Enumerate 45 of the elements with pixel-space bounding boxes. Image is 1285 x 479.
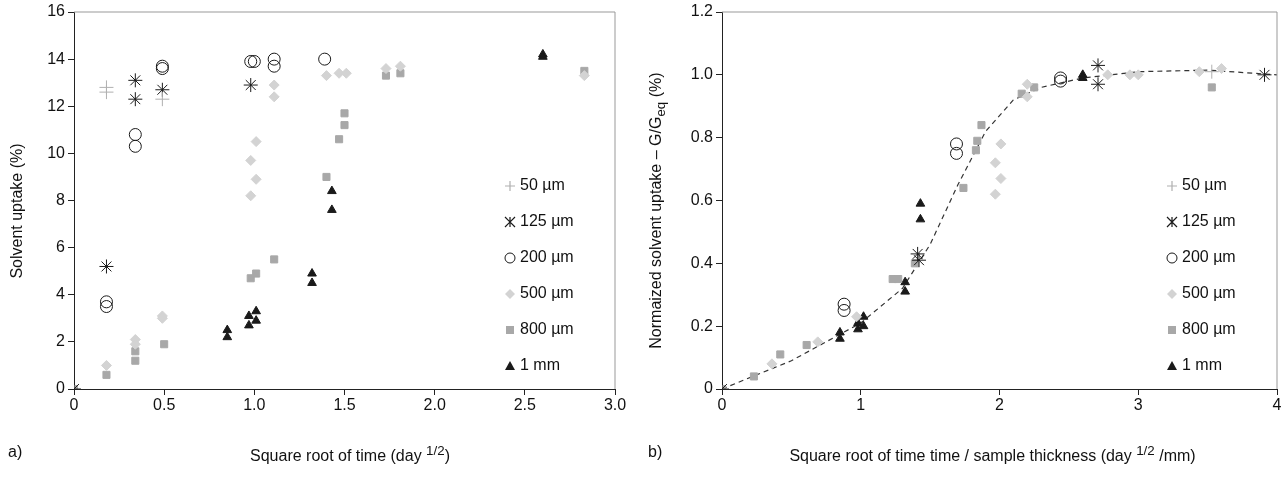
y-tick-label: 2 [56, 332, 66, 350]
y-tick-label: 1.0 [690, 65, 714, 83]
y-tick-label: 10 [47, 143, 66, 161]
x-axis-title: Square root of time time / sample thickness (day $^{1/2}$ /mm) [788, 443, 1197, 466]
x-tick-label: 2.0 [423, 396, 446, 414]
text: a) [8, 443, 23, 461]
legend-label: 125 µm [1182, 212, 1236, 230]
x-tick-label: 3.0 [603, 396, 627, 414]
y-tick-label: 0 [56, 379, 66, 397]
x-tick-label: 4 [1272, 396, 1282, 414]
legend-label: 800 µm [1182, 320, 1236, 338]
y-tick-label: 6 [56, 238, 66, 256]
y-tick-label: 16 [47, 2, 66, 20]
legend-label: 50 µm [520, 176, 565, 194]
y-tick-label: 0.8 [690, 128, 714, 146]
x-tick-label: 2.5 [513, 396, 537, 414]
y-tick-label: 1.2 [690, 2, 714, 20]
legend-label: 50 µm [1182, 176, 1227, 194]
x-tick-label: 3 [1133, 396, 1143, 414]
y-tick-label: 4 [56, 285, 66, 303]
legend-label: 200 µm [520, 248, 574, 266]
y-tick-label: 0 [704, 379, 714, 397]
legend-label: 500 µm [520, 284, 574, 302]
y-tick-label: 12 [47, 96, 66, 114]
x-tick-label: 0.5 [153, 396, 176, 414]
x-tick-label: 0 [717, 396, 727, 414]
x-axis-title: Square root of time (day $^{1/2}$) [249, 443, 451, 466]
x-tick-label: 2 [995, 396, 1005, 414]
x-tick-label: 1 [856, 396, 866, 414]
y-tick-label: 0.2 [690, 316, 714, 334]
legend-label: 125 µm [520, 212, 574, 230]
x-tick-label: 0 [69, 396, 79, 414]
text: b) [648, 443, 663, 461]
x-tick-label: 1.0 [243, 396, 266, 414]
legend-label: 800 µm [520, 320, 574, 338]
legend-label: 500 µm [1182, 284, 1236, 302]
legend-label: 1 mm [1182, 356, 1222, 374]
legend-label: 200 µm [1182, 248, 1236, 266]
y-tick-label: 8 [56, 190, 66, 208]
y-tick-label: 0.6 [690, 190, 714, 208]
legend-label: 1 mm [520, 356, 560, 374]
y-axis-title: Solvent uptake (%) [8, 142, 26, 279]
y-tick-label: 14 [47, 49, 66, 67]
y-tick-label: 0.4 [690, 253, 714, 271]
x-tick-label: 1.5 [333, 396, 356, 414]
